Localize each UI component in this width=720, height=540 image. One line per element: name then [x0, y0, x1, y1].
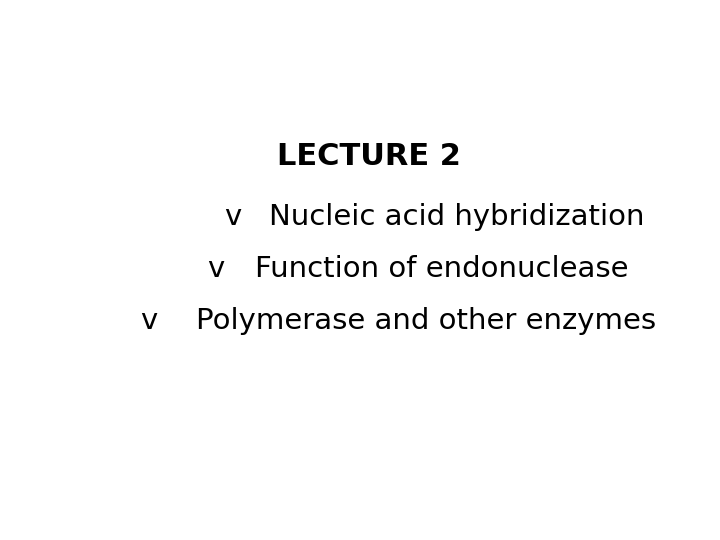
Text: LECTURE 2: LECTURE 2 — [277, 142, 461, 171]
Text: v: v — [224, 202, 241, 231]
Text: Nucleic acid hybridization: Nucleic acid hybridization — [269, 202, 644, 231]
Text: v: v — [140, 307, 157, 334]
Text: Polymerase and other enzymes: Polymerase and other enzymes — [196, 307, 656, 334]
Text: Function of endonuclease: Function of endonuclease — [255, 254, 628, 282]
Text: v: v — [207, 254, 224, 282]
